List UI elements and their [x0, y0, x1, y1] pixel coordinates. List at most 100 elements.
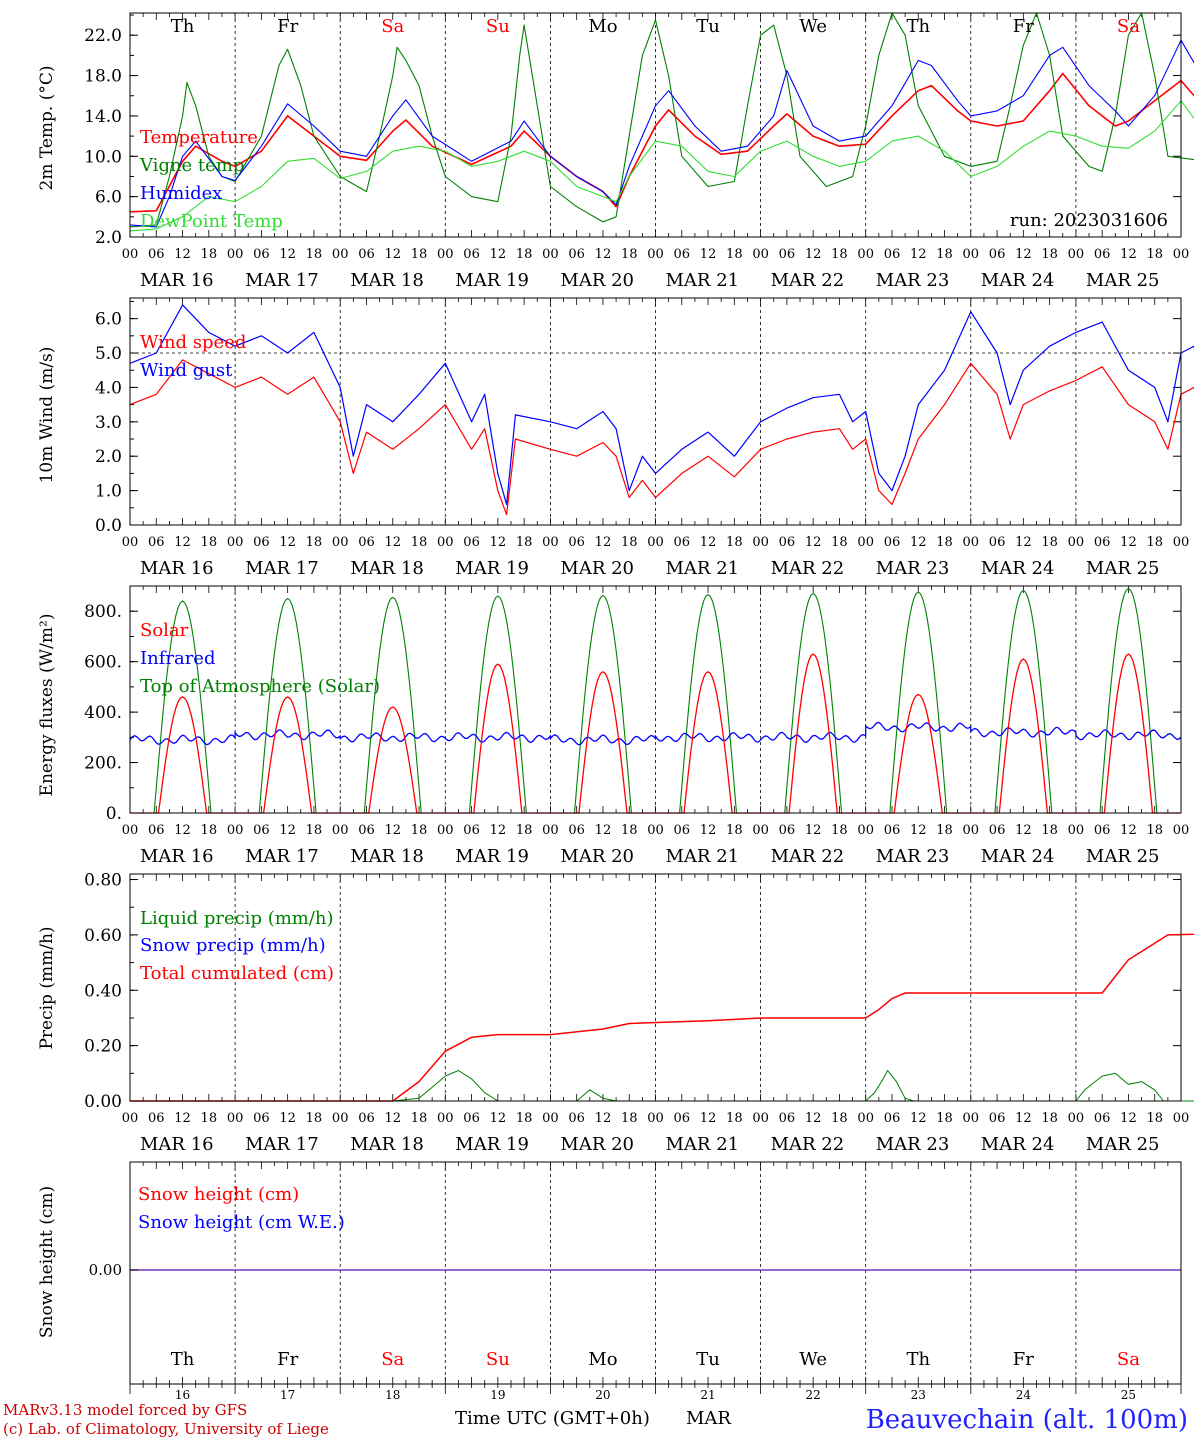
y-tick-label: 3.0	[95, 413, 122, 433]
hour-tick-label: 06	[884, 535, 901, 550]
day-of-week-label: Fr	[277, 16, 298, 37]
day-number-labels: 16 17 18 19 20 21 22 23 24 25	[175, 1388, 1136, 1402]
hour-tick-label: 06	[1094, 535, 1111, 550]
hour-tick-label: 18	[516, 1111, 533, 1126]
energy-legend-infrared: Infrared	[140, 648, 215, 669]
precip-legend-total: Total cumulated (cm)	[140, 963, 334, 984]
hour-tick-label: 06	[989, 823, 1006, 838]
hour-tick-label: 00	[857, 1111, 874, 1126]
hour-tick-label: 06	[884, 247, 901, 262]
y-tick-label: 2.0	[95, 447, 122, 467]
date-label: MAR 17	[245, 846, 319, 867]
hour-tick-label: 18	[411, 535, 428, 550]
precip-grid	[129, 874, 1182, 1101]
hour-tick-label: 00	[542, 535, 559, 550]
hour-tick-label: 06	[463, 823, 480, 838]
hour-tick-label: 12	[384, 823, 401, 838]
hour-tick-label: 12	[805, 247, 822, 262]
hour-tick-label: 18	[726, 247, 743, 262]
date-label: MAR 23	[876, 1134, 950, 1155]
hour-tick-label: 18	[831, 535, 848, 550]
hour-tick-label: 00	[963, 535, 980, 550]
hour-tick-label: 06	[674, 1111, 691, 1126]
y-tick-label: 10.0	[84, 147, 122, 167]
hour-tick-label: 00	[227, 823, 244, 838]
hour-tick-label: 12	[174, 1111, 191, 1126]
hour-tick-label: 06	[1094, 1111, 1111, 1126]
temperature-legend-vigne: Vigne temp	[139, 155, 244, 176]
day-of-week-label: Mo	[588, 1349, 617, 1370]
hour-tick-label: 06	[779, 535, 796, 550]
hour-tick-label: 12	[595, 535, 612, 550]
day-number-label: 16	[175, 1388, 190, 1402]
day-of-week-label: Th	[171, 16, 195, 37]
hour-tick-label: 00	[332, 535, 349, 550]
date-label: MAR 21	[666, 270, 740, 291]
hour-tick-label: 06	[674, 247, 691, 262]
model-credit-line1: MARv3.13 model forced by GFS	[3, 1401, 247, 1419]
hour-tick-label: 06	[779, 1111, 796, 1126]
hour-tick-label: 18	[936, 823, 953, 838]
hour-tick-label: 06	[674, 823, 691, 838]
hour-tick-label: 06	[884, 823, 901, 838]
date-label: MAR 20	[560, 270, 634, 291]
snow-legend-height: Snow height (cm)	[138, 1184, 299, 1205]
hour-tick-label: 06	[148, 1111, 165, 1126]
hour-tick-label: 12	[279, 535, 296, 550]
day-of-week-label: Sa	[381, 16, 404, 37]
hour-tick-label: 12	[595, 823, 612, 838]
hour-tick-label: 18	[621, 535, 638, 550]
wind-legend-gust: Wind gust	[140, 360, 233, 381]
date-label: MAR 22	[771, 1134, 845, 1155]
run-label: run: 2023031606	[1010, 210, 1168, 231]
snow-grid	[129, 1162, 1182, 1394]
series-line-dewpoint-temp	[129, 100, 1194, 232]
hour-tick-label: 06	[463, 247, 480, 262]
hour-tick-label: 18	[516, 247, 533, 262]
y-tick-label: 1.0	[95, 482, 122, 502]
hour-tick-label: 18	[936, 1111, 953, 1126]
hour-tick-label: 00	[122, 535, 139, 550]
hour-tick-label: 00	[227, 247, 244, 262]
hour-tick-label: 18	[306, 1111, 323, 1126]
hour-tick-label: 18	[201, 535, 218, 550]
y-tick-label: 400.	[84, 703, 122, 723]
hour-tick-label: 00	[647, 1111, 664, 1126]
energy-frame	[129, 585, 1182, 814]
wind-y-ticks: 0.0 1.0 2.0 3.0 4.0 5.0 6.0	[95, 300, 1181, 536]
day-of-week-labels-top: Th Fr Sa Su Mo Tu We Th Fr Sa	[171, 16, 1141, 37]
hour-tick-label: 12	[700, 535, 717, 550]
date-label: MAR 25	[1086, 558, 1160, 579]
wind-frame	[129, 297, 1182, 526]
hour-tick-label: 00	[1173, 1111, 1190, 1126]
temperature-panel: 2.0 6.0 10.0 14.0 18.0 22.0 Th Fr Sa Su Mo Tu We Th F…	[37, 12, 1194, 248]
hour-tick-label: 12	[279, 247, 296, 262]
hour-tick-label: 00	[647, 823, 664, 838]
hour-tick-label: 00	[1068, 247, 1085, 262]
day-of-week-label: Tu	[696, 1349, 720, 1370]
hour-tick-label: 06	[989, 1111, 1006, 1126]
hour-tick-label: 06	[463, 535, 480, 550]
energy-grid	[129, 586, 1182, 813]
day-number-label: 24	[1016, 1388, 1032, 1402]
hour-tick-label: 00	[1068, 823, 1085, 838]
date-label: MAR 20	[560, 1134, 634, 1155]
station-name: Beauvechain (alt. 100m)	[866, 1405, 1188, 1435]
precip-y-axis-label: Precip (mm/h)	[37, 926, 57, 1049]
y-tick-label: 0.80	[84, 871, 122, 891]
y-tick-label: 14.0	[84, 107, 122, 127]
date-label: MAR 20	[560, 846, 634, 867]
series-line-wind-gust	[129, 304, 1194, 505]
day-number-label: 20	[595, 1388, 610, 1402]
hour-tick-label: 12	[174, 535, 191, 550]
hour-tick-label: 12	[595, 1111, 612, 1126]
date-label: MAR 25	[1086, 846, 1160, 867]
x-axis-month: MAR	[686, 1408, 731, 1429]
wind-lines	[129, 304, 1194, 516]
day-of-week-label: Mo	[588, 16, 617, 37]
hour-tick-label: 18	[1146, 1111, 1163, 1126]
hour-tick-label: 06	[253, 247, 270, 262]
date-label: MAR 22	[771, 558, 845, 579]
hour-tick-label: 00	[122, 823, 139, 838]
hour-tick-label: 00	[437, 247, 454, 262]
